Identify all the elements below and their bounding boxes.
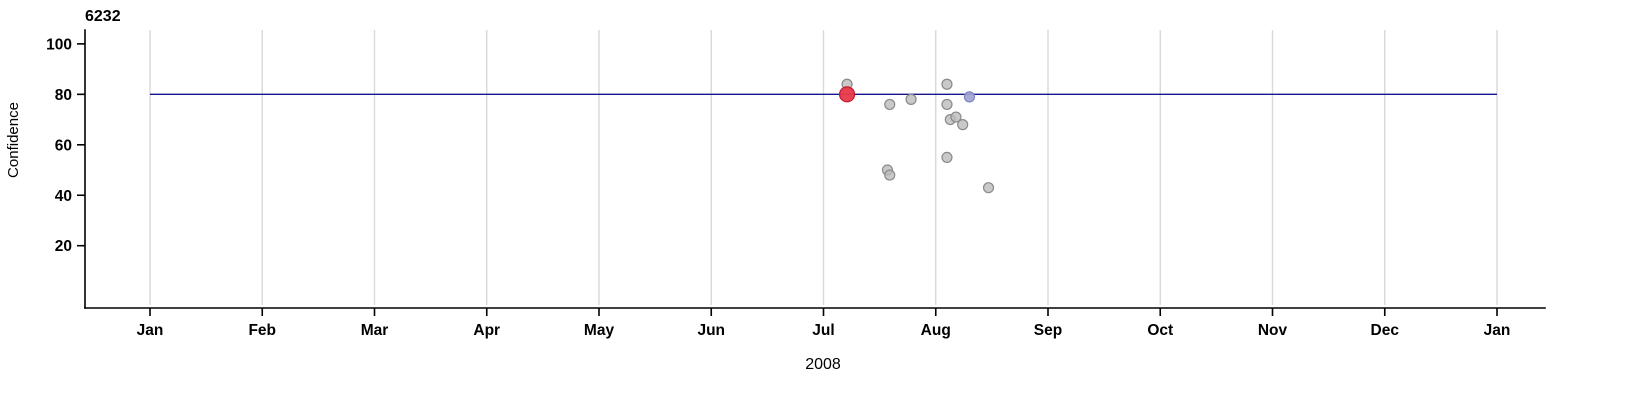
x-tick-label: Feb bbox=[248, 322, 276, 339]
data-point-gray bbox=[957, 119, 969, 131]
data-point-gray bbox=[982, 182, 995, 194]
data-point-gray bbox=[884, 98, 896, 111]
data-point-gray bbox=[941, 78, 953, 90]
x-tick-label: Nov bbox=[1258, 322, 1288, 339]
x-tick-label: Oct bbox=[1147, 322, 1173, 339]
data-point-gray bbox=[905, 93, 917, 105]
x-axis-label: 2008 bbox=[805, 356, 841, 373]
x-tick-label: Aug bbox=[921, 322, 951, 339]
y-tick-label: 60 bbox=[55, 137, 72, 154]
y-tick-label: 100 bbox=[46, 36, 72, 53]
data-point-gray bbox=[950, 111, 962, 123]
data-point-blue bbox=[963, 91, 976, 103]
data-point-gray bbox=[884, 169, 896, 181]
data-point-gray bbox=[941, 98, 953, 111]
data-points bbox=[838, 78, 995, 194]
x-tick-label: Mar bbox=[361, 322, 389, 339]
data-point-highlighted-red bbox=[838, 86, 856, 103]
x-tick-label: Jun bbox=[697, 322, 725, 339]
x-tick-label: May bbox=[584, 322, 615, 339]
y-tick-label: 40 bbox=[55, 188, 72, 205]
x-tick-label: Sep bbox=[1034, 322, 1062, 339]
y-axis-label: Confidence bbox=[5, 102, 22, 178]
axes: Jan Feb Mar Apr May Jun Jul Aug Sep Oct Nov Dec Jan 1… bbox=[46, 29, 1546, 339]
x-tick-label: Jan bbox=[1484, 322, 1511, 339]
data-point-gray bbox=[941, 151, 953, 164]
y-tick-label: 20 bbox=[55, 238, 72, 255]
chart-title: 6232 bbox=[85, 8, 121, 25]
gridlines bbox=[149, 30, 1498, 305]
x-tick-label: Jul bbox=[812, 322, 834, 339]
x-tick-label: Jan bbox=[137, 322, 164, 339]
x-tick-label: Dec bbox=[1371, 322, 1400, 339]
y-tick-label: 80 bbox=[55, 87, 72, 104]
x-tick-label: Apr bbox=[473, 322, 500, 339]
